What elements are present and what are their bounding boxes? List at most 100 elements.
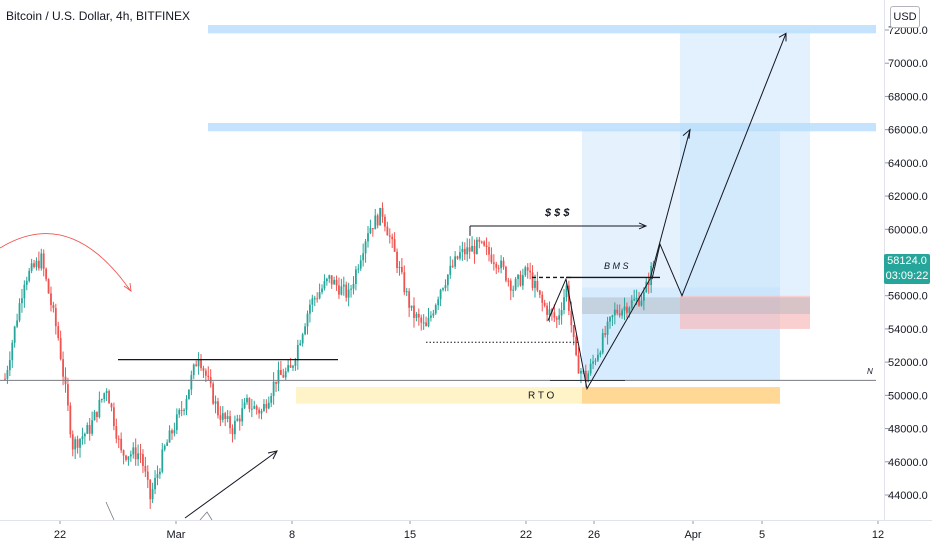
candle-up <box>309 304 311 314</box>
candle-down <box>451 265 454 267</box>
candle-down <box>505 266 507 281</box>
candle-down <box>265 404 268 409</box>
time-tick-label: 22 <box>520 529 532 541</box>
candle-up <box>83 433 86 437</box>
currency-button[interactable]: USD <box>890 6 920 28</box>
candle-up <box>296 345 299 361</box>
candle-up <box>236 418 239 421</box>
candle-down <box>4 378 6 380</box>
candle-up <box>628 307 631 313</box>
candles-layer <box>4 202 655 509</box>
candle-up <box>86 425 89 434</box>
candle-down <box>480 241 483 243</box>
candle-up <box>432 313 435 316</box>
grey-line-1 <box>105 501 115 521</box>
candle-up <box>16 320 18 327</box>
candle-up <box>74 439 77 450</box>
candle-up <box>355 269 357 285</box>
long-position-target-1 <box>582 129 780 288</box>
candle-up <box>347 289 350 298</box>
price-ticks-layer: 44000.0 46000.0 48000.0 50000.0 52000.0 54000… <box>884 25 928 502</box>
candle-up <box>18 303 21 321</box>
candle-up <box>8 360 11 371</box>
candle-up <box>325 278 328 282</box>
candle-up <box>175 414 178 431</box>
candle-down <box>149 479 152 500</box>
candle-down <box>531 272 534 288</box>
candle-down <box>50 293 52 306</box>
candle-down <box>546 305 548 315</box>
candle-down <box>229 416 231 429</box>
candle-up <box>197 359 200 367</box>
candle-up <box>23 284 26 299</box>
candle-up <box>163 445 166 450</box>
candle-down <box>495 263 498 268</box>
candle-up <box>30 263 33 271</box>
candle-down <box>463 248 466 255</box>
price-tick-label: 50000.0 <box>888 390 928 402</box>
candle-down <box>316 298 319 300</box>
candle-up <box>100 399 103 401</box>
candle-up <box>434 305 437 314</box>
candle-up <box>151 489 154 500</box>
candle-down <box>584 370 587 382</box>
candle-up <box>21 298 23 304</box>
candle-down <box>54 308 57 327</box>
candle-down <box>113 407 115 427</box>
long-position-target-2 <box>680 30 810 296</box>
red-arc-head <box>123 282 132 292</box>
candle-up <box>333 279 336 285</box>
candle-down <box>408 291 411 308</box>
candle-down <box>117 438 120 440</box>
candle-down <box>638 297 640 306</box>
candle-up <box>560 310 563 316</box>
candle-down <box>76 439 79 448</box>
bms-label: B M S <box>604 261 629 271</box>
candle-up <box>91 420 94 434</box>
candle-up <box>359 260 362 269</box>
candle-up <box>154 477 156 490</box>
candle-up <box>292 365 294 368</box>
candle-up <box>188 389 190 400</box>
liquidity-label: $ $ $ <box>544 207 570 219</box>
candle-down <box>219 415 222 420</box>
candle-up <box>301 334 304 344</box>
candle-down <box>400 266 403 273</box>
candle-up <box>328 275 331 279</box>
candle-up <box>277 369 280 384</box>
candle-up <box>635 297 638 300</box>
candle-up <box>437 299 440 306</box>
candle-up <box>173 430 176 434</box>
time-tick-label: 12 <box>872 529 884 541</box>
candle-up <box>25 280 28 285</box>
candle-down <box>330 275 333 285</box>
candle-down <box>255 406 258 410</box>
candle-up <box>597 354 599 361</box>
candle-down <box>96 411 98 418</box>
projection-arrow-head-1 <box>682 128 691 139</box>
candle-up <box>476 239 478 255</box>
candle-up <box>613 309 616 316</box>
candle-down <box>417 313 420 318</box>
candle-up <box>517 274 519 280</box>
projection-arrow-head-2 <box>778 32 787 42</box>
candle-down <box>526 267 529 271</box>
candle-up <box>192 364 195 376</box>
candle-up <box>350 288 352 290</box>
trend-arrow-head <box>267 450 278 460</box>
candle-up <box>623 306 626 311</box>
candle-up <box>352 284 355 289</box>
candle-up <box>558 315 561 320</box>
candle-down <box>473 245 476 255</box>
candle-down <box>529 270 532 273</box>
price-tick-label: 44000.0 <box>888 490 928 502</box>
time-tick-label: 5 <box>759 529 765 541</box>
candle-up <box>168 430 171 443</box>
candle-down <box>388 235 391 237</box>
candle-down <box>180 409 183 411</box>
candle-up <box>405 291 408 293</box>
price-tick-label: 60000.0 <box>888 224 928 236</box>
candle-up <box>454 256 457 267</box>
candle-down <box>212 383 215 404</box>
